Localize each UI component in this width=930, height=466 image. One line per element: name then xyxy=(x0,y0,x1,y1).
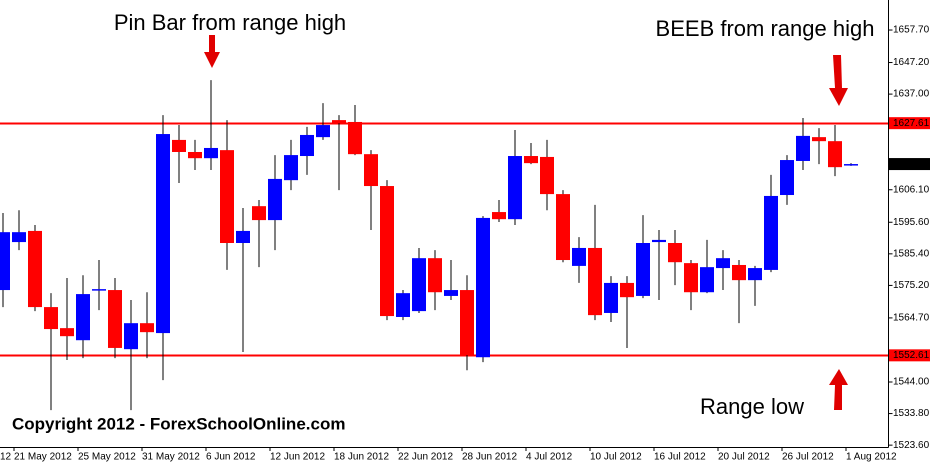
candle-body xyxy=(684,263,698,293)
y-tick-label: 1585.40 xyxy=(893,248,930,259)
candle-body xyxy=(412,258,426,312)
candle-body xyxy=(460,290,474,356)
current-price-label: 1614.40 xyxy=(893,159,930,170)
candle-body xyxy=(524,156,538,164)
candle-body xyxy=(700,267,714,293)
candle-body xyxy=(780,160,794,196)
plot-area xyxy=(0,80,889,411)
candle-body xyxy=(364,154,378,187)
x-tick-label: 22 Jun 2012 xyxy=(398,452,453,463)
y-tick-label: 1657.70 xyxy=(893,25,930,36)
arrow xyxy=(204,35,848,410)
copyright: Copyright 2012 - ForexSchoolOnline.com xyxy=(12,414,345,433)
candle-body xyxy=(188,151,202,159)
candle-body xyxy=(124,323,138,350)
annotation: Pin Bar from range high xyxy=(114,10,346,35)
y-tick-label: 1544.00 xyxy=(893,377,930,388)
x-tick-label: 21 May 2012 xyxy=(14,452,72,463)
x-tick-label: 6 Jun 2012 xyxy=(206,452,256,463)
candle-body xyxy=(12,232,26,243)
annotation: Range low xyxy=(700,394,804,419)
candle-body xyxy=(172,139,186,152)
candle-body xyxy=(108,290,122,348)
x-tick-label: 12 xyxy=(0,452,12,463)
candle-body xyxy=(380,186,394,317)
candle-body xyxy=(620,282,634,298)
candle-body xyxy=(284,155,298,181)
candle-body xyxy=(268,178,282,221)
candle-body xyxy=(716,258,730,269)
candle-body xyxy=(668,243,682,263)
candle-body xyxy=(764,195,778,270)
candle-body xyxy=(732,264,746,281)
candle-body xyxy=(428,258,442,293)
candle-body xyxy=(44,307,58,330)
candle-body xyxy=(828,141,842,168)
candle-body xyxy=(636,243,650,296)
y-tick-label: 1595.60 xyxy=(893,217,930,228)
x-tick-label: 28 Jun 2012 xyxy=(462,452,517,463)
candle-body xyxy=(204,147,218,159)
candle-body xyxy=(748,268,762,281)
y-tick-label: 1606.10 xyxy=(893,184,930,195)
candle-body xyxy=(348,121,362,155)
x-tick-label: 20 Jul 2012 xyxy=(718,452,770,463)
candle-body xyxy=(652,239,666,243)
candle-body xyxy=(60,328,74,337)
x-tick-label: 18 Jun 2012 xyxy=(334,452,389,463)
candle-body xyxy=(252,206,266,221)
candle-body xyxy=(220,150,234,244)
candle-body xyxy=(156,134,170,334)
candle-body xyxy=(604,282,618,313)
candle-body xyxy=(316,125,330,138)
candle-body xyxy=(444,290,458,296)
current-price-box xyxy=(889,158,930,171)
price-label-box xyxy=(889,117,930,130)
x-tick-label: 16 Jul 2012 xyxy=(654,452,706,463)
y-tick-label: 1647.20 xyxy=(893,57,930,68)
candle-body xyxy=(812,137,826,142)
candle-body xyxy=(332,120,346,124)
x-tick-label: 12 Jun 2012 xyxy=(270,452,325,463)
candle-body xyxy=(796,135,810,161)
candle-body xyxy=(572,247,586,266)
candle-body xyxy=(556,194,570,261)
candle-body xyxy=(844,164,858,166)
candle-body xyxy=(28,230,42,308)
x-tick-label: 26 Jul 2012 xyxy=(782,452,834,463)
x-tick-label: 4 Jul 2012 xyxy=(526,452,573,463)
candle-body xyxy=(476,217,490,358)
y-tick-label: 1523.60 xyxy=(893,440,930,451)
candle-body xyxy=(92,289,106,291)
x-tick-label: 1 Aug 2012 xyxy=(846,452,897,463)
price-label: 1552.61 xyxy=(893,350,930,361)
candle-body xyxy=(140,323,154,333)
candle-body xyxy=(0,232,10,291)
candle-body xyxy=(492,212,506,220)
x-tick-label: 10 Jul 2012 xyxy=(590,452,642,463)
price-label-box xyxy=(889,349,930,362)
x-tick-label: 31 May 2012 xyxy=(142,452,200,463)
candle-body xyxy=(396,293,410,317)
y-tick-label: 1637.00 xyxy=(893,89,930,100)
y-tick-label: 1575.20 xyxy=(893,280,930,291)
candle-body xyxy=(300,134,314,157)
candle-body xyxy=(508,156,522,220)
price-label: 1627.61 xyxy=(893,118,930,129)
candle-body xyxy=(236,230,250,244)
annotation: BEEB from range high xyxy=(656,16,875,41)
candle-body xyxy=(540,156,554,195)
x-tick-label: 25 May 2012 xyxy=(78,452,136,463)
y-tick-label: 1533.80 xyxy=(893,408,930,419)
candle-body xyxy=(588,247,602,316)
candle-body xyxy=(76,294,90,341)
y-tick-label: 1564.70 xyxy=(893,313,930,324)
